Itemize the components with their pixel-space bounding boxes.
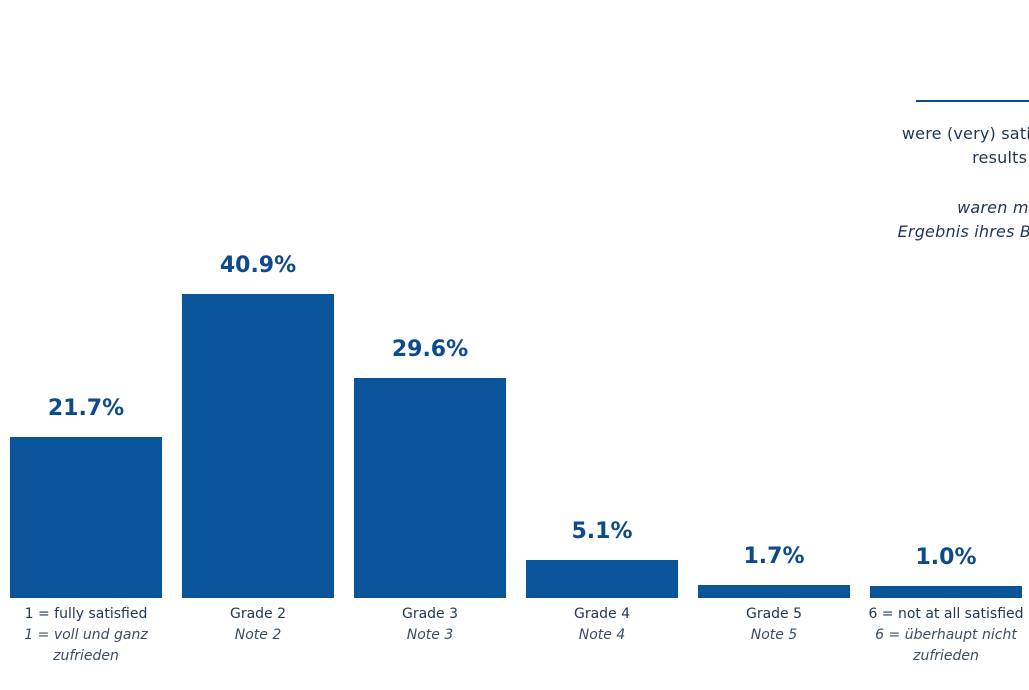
category-label-de-4: Note 4 xyxy=(578,627,626,643)
bar-3 xyxy=(354,378,506,598)
value-label-5: 1.7% xyxy=(743,544,805,569)
category-label-en-6: 6 = not at all satisfied xyxy=(868,606,1024,622)
category-label-en-5: Grade 5 xyxy=(745,606,803,622)
value-label-1: 21.7% xyxy=(47,396,125,421)
category-label-en-1: 1 = fully satisfied xyxy=(24,606,148,622)
bar-5 xyxy=(698,585,850,598)
category-label-en-2: Grade 2 xyxy=(229,606,287,622)
category-label-en-3: Grade 3 xyxy=(401,606,459,622)
category-label-de-6: 6 = überhaupt nicht zufrieden xyxy=(875,627,1017,664)
category-label-en-4: Grade 4 xyxy=(573,606,631,622)
category-label-1: 1 = fully satisfied 1 = voll und ganz zuf… xyxy=(4,604,168,667)
category-label-de-2: Note 2 xyxy=(234,627,282,643)
callout-german-text: waren mit ih Ergebnis ihres Besu xyxy=(897,198,1029,241)
category-label-de-1: 1 = voll und ganz zufrieden xyxy=(24,627,148,664)
value-label-3: 29.6% xyxy=(391,337,469,362)
value-label-6: 1.0% xyxy=(915,545,977,570)
callout-english-text: were (very) satisfie results of t xyxy=(901,124,1029,167)
category-label-4: Grade 4 Note 4 xyxy=(520,604,684,646)
bar-1 xyxy=(10,437,162,598)
category-label-2: Grade 2 Note 2 xyxy=(176,604,340,646)
bar-6 xyxy=(870,586,1022,598)
category-label-de-5: Note 5 xyxy=(750,627,798,643)
category-label-6: 6 = not at all satisfied 6 = überhaupt ni… xyxy=(864,604,1028,667)
bar-2 xyxy=(182,294,334,598)
value-label-4: 5.1% xyxy=(571,519,633,544)
category-label-de-3: Note 3 xyxy=(406,627,454,643)
value-label-2: 40.9% xyxy=(219,253,297,278)
category-label-3: Grade 3 Note 3 xyxy=(348,604,512,646)
bar-4 xyxy=(526,560,678,598)
category-label-5: Grade 5 Note 5 xyxy=(692,604,856,646)
callout-divider-line xyxy=(916,100,1029,102)
